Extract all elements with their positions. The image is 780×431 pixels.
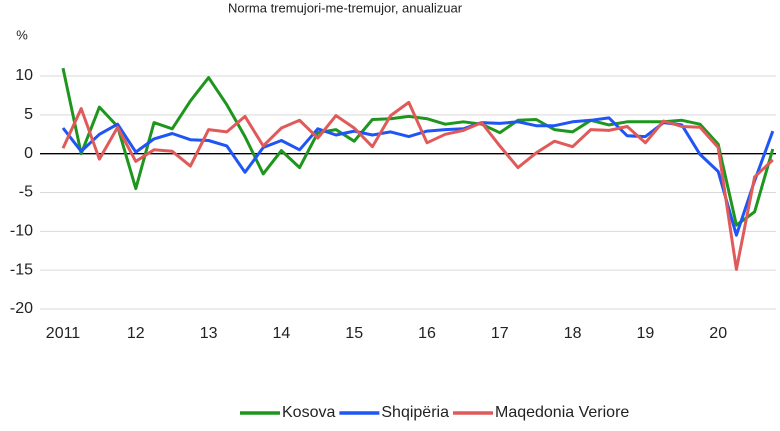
series-line (61, 67, 775, 227)
legend-label: Kosova (282, 404, 335, 421)
x-tick-label: 15 (345, 325, 363, 342)
y-tick-label: -5 (19, 184, 33, 201)
x-tick-label: 17 (491, 325, 509, 342)
x-tick-label: 14 (273, 325, 291, 342)
y-tick-label: -20 (10, 300, 33, 317)
series-line (61, 100, 774, 271)
y-tick-label: 5 (24, 106, 33, 123)
series-line (61, 116, 775, 237)
x-tick-label: 18 (564, 325, 582, 342)
x-tick-label: 2011 (46, 325, 81, 342)
x-tick-label: 12 (127, 325, 145, 342)
chart-subtitle: Norma tremujori-me-tremujor, anualizuar (228, 0, 463, 15)
x-tick-label: 13 (200, 325, 218, 342)
y-tick-label: 10 (15, 67, 33, 84)
y-tick-label: -10 (10, 223, 33, 240)
x-tick-label: 20 (709, 325, 727, 342)
legend-label: Maqedonia Veriore (495, 404, 629, 421)
y-tick-label: 0 (24, 145, 33, 162)
y-axis-label: % (16, 27, 28, 42)
x-tick-label: 19 (637, 325, 655, 342)
y-tick-label: -15 (10, 261, 33, 278)
x-tick-label: 16 (418, 325, 436, 342)
legend-label: Shqipëria (381, 404, 449, 421)
